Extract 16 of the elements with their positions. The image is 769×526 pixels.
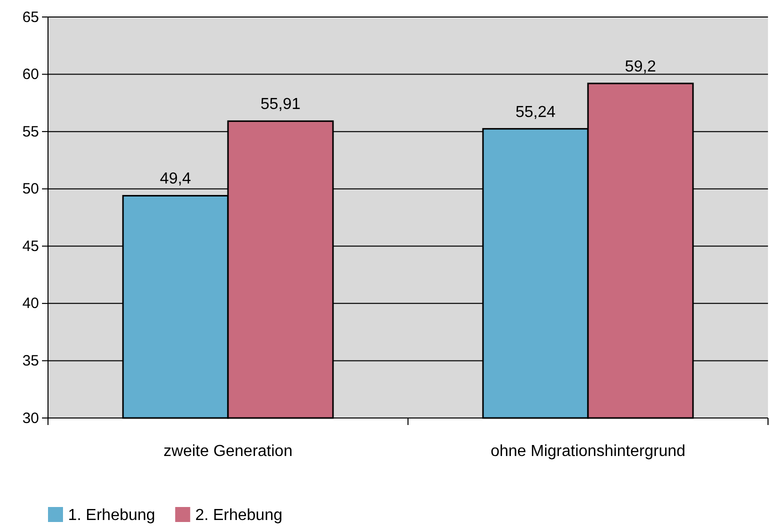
y-tick-label: 45 [22, 238, 39, 255]
y-tick-label: 55 [22, 123, 39, 140]
x-tick-label: zweite Generation [164, 443, 292, 460]
y-tick-label: 35 [22, 352, 39, 370]
data-label: 55,91 [260, 96, 301, 114]
legend-label: 2. Erhebung [195, 507, 282, 524]
data-label: 55,24 [515, 104, 556, 121]
y-tick-label: 50 [22, 180, 39, 198]
data-label: 59,2 [624, 58, 656, 76]
y-tick-label: 40 [22, 295, 39, 312]
y-tick-label: 30 [22, 410, 39, 427]
y-tick-label: 65 [22, 8, 39, 26]
y-tick-label: 60 [22, 66, 39, 84]
x-tick-label: ohne Migrationshintergrund [490, 443, 686, 460]
legend-label: 1. Erhebung [68, 507, 156, 524]
data-label: 49,4 [160, 170, 192, 188]
